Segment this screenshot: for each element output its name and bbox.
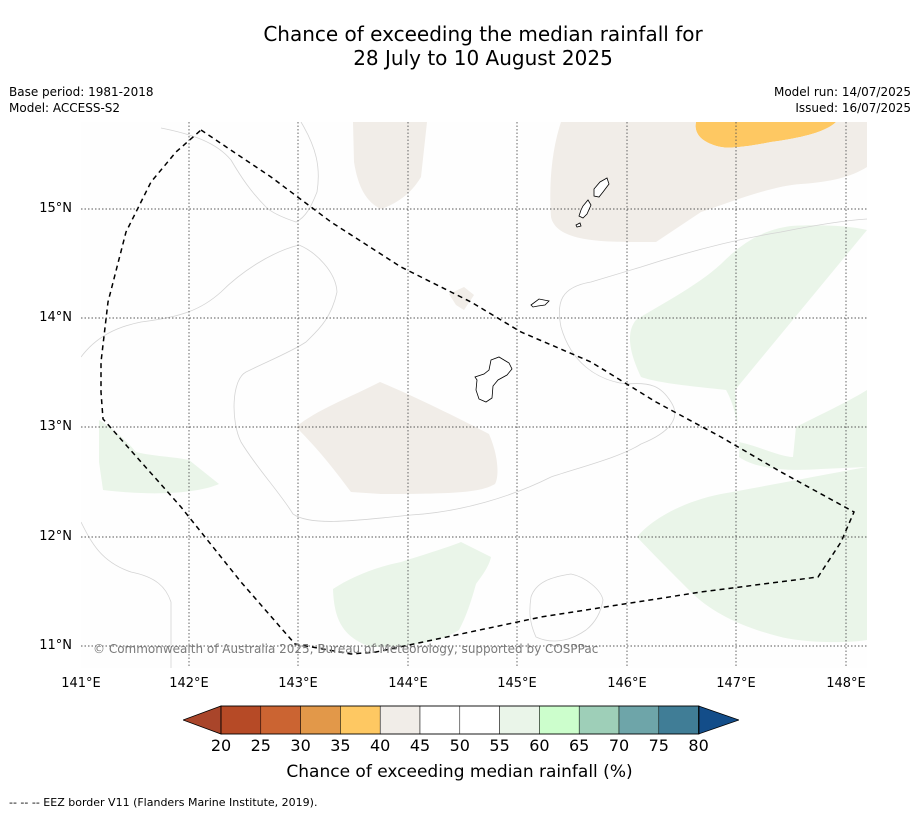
colorbar-segment <box>260 705 301 735</box>
lon-tick-143: 143°E <box>278 676 318 691</box>
colorbar-tick-label: 35 <box>330 736 351 755</box>
issued-text: Issued: 16/07/2025 <box>795 101 911 115</box>
copyright-notice: © Commonwealth of Australia 2025, Bureau… <box>93 642 599 656</box>
lon-tick-147: 147°E <box>716 676 756 691</box>
colorbar-extend-high <box>698 705 739 735</box>
colorbar-tick-label: 50 <box>449 736 470 755</box>
lon-tick-145: 145°E <box>497 676 537 691</box>
region-yellow <box>695 122 836 148</box>
region-green-west <box>99 420 219 494</box>
colorbar-segment <box>340 705 381 735</box>
colorbar-tick-label: 25 <box>250 736 271 755</box>
colorbar-segment <box>220 705 262 735</box>
region-green-southeast <box>637 467 867 643</box>
colorbar-segment <box>459 705 500 735</box>
colorbar-tick-label: 55 <box>489 736 510 755</box>
colorbar-segment <box>578 705 620 735</box>
lon-tick-141: 141°E <box>61 676 101 691</box>
base-period-text: Base period: 1981-2018 <box>9 85 154 99</box>
island-saipan <box>593 177 610 198</box>
island-tinian <box>578 199 592 219</box>
map-title: Chance of exceeding the median rainfall … <box>0 22 919 70</box>
colorbar-tick-label: 65 <box>569 736 590 755</box>
lon-tick-144: 144°E <box>388 676 428 691</box>
lat-tick-14: 14°N <box>39 310 72 325</box>
colorbar-tick-label: 80 <box>688 736 709 755</box>
title-line-2: 28 July to 10 August 2025 <box>353 46 613 70</box>
meta-right: Model run: 14/07/2025 Issued: 16/07/2025 <box>774 84 911 116</box>
colorbar-segment <box>618 705 660 735</box>
colorbar-segment <box>658 705 699 735</box>
colorbar-segments <box>183 705 739 735</box>
lat-tick-15: 15°N <box>39 201 72 216</box>
lat-tick-12: 12°N <box>39 529 72 544</box>
model-run-text: Model run: 14/07/2025 <box>773 85 911 99</box>
colorbar-extend-low <box>183 705 222 735</box>
region-green-east <box>629 225 867 470</box>
colorbar-segment <box>379 705 421 735</box>
meta-left: Base period: 1981-2018 Model: ACCESS-S2 <box>9 84 154 116</box>
colorbar-tick-label: 45 <box>409 736 431 755</box>
colorbar-segment <box>419 705 461 735</box>
colorbar-tick-label: 75 <box>648 736 669 755</box>
colorbar-segment <box>499 705 540 735</box>
eez-border <box>100 129 855 655</box>
map-area <box>81 122 867 668</box>
region-tan-northeast <box>550 122 867 242</box>
colorbar-segment <box>539 705 580 735</box>
title-line-1: Chance of exceeding the median rainfall … <box>263 22 703 46</box>
island-rota <box>530 298 550 308</box>
contour-lines <box>81 122 867 668</box>
islands <box>474 177 610 403</box>
island-aguijan <box>575 222 582 228</box>
colorbar-outline <box>220 705 700 735</box>
colorbar-tick-label: 30 <box>290 736 311 755</box>
graticule <box>81 122 867 668</box>
colorbar <box>183 705 739 735</box>
region-green-south <box>333 542 491 647</box>
colorbar-tick-label: 20 <box>210 736 232 755</box>
colorbar-tick-label: 40 <box>370 736 391 755</box>
region-tan-small <box>449 287 474 310</box>
lon-tick-146: 146°E <box>607 676 647 691</box>
eez-footnote: -- -- -- EEZ border V11 (Flanders Marine… <box>9 796 318 809</box>
lat-tick-13: 13°N <box>39 419 72 434</box>
colorbar-tick-label: 60 <box>529 736 550 755</box>
island-guam <box>474 356 513 403</box>
lon-tick-148: 148°E <box>826 676 866 691</box>
colorbar-label: Chance of exceeding median rainfall (%) <box>286 762 633 782</box>
lat-tick-11: 11°N <box>39 638 72 653</box>
colorbar-segment <box>300 705 341 735</box>
region-tan-north <box>353 122 427 209</box>
lon-tick-142: 142°E <box>169 676 209 691</box>
model-text: Model: ACCESS-S2 <box>9 101 121 115</box>
region-tan-central <box>296 382 498 494</box>
colorbar-tick-label: 70 <box>608 736 630 755</box>
map-canvas <box>81 122 867 668</box>
